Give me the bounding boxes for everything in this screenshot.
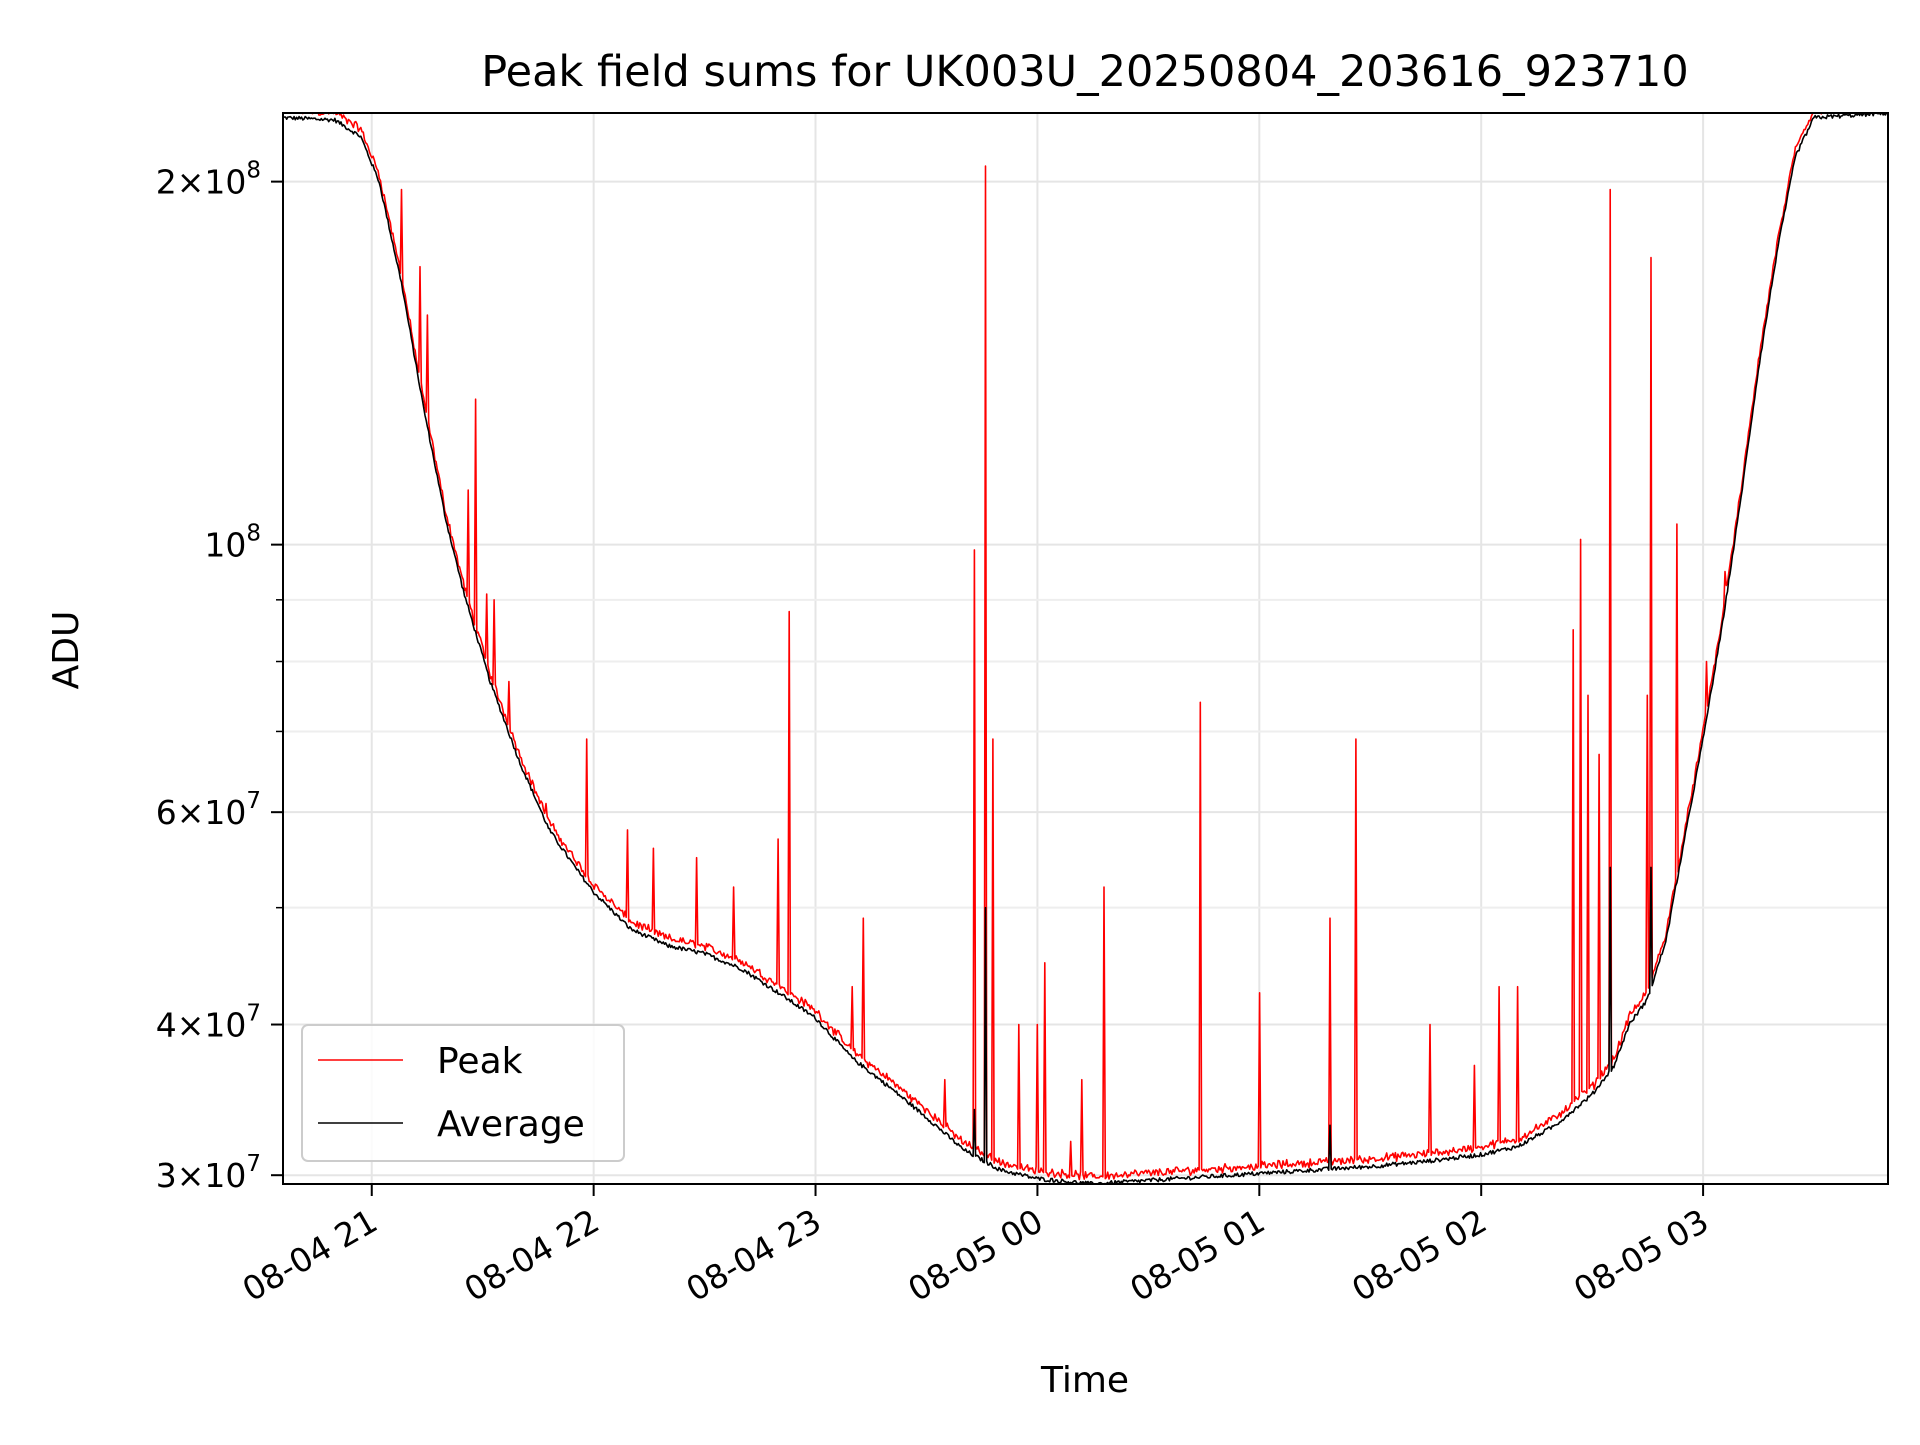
- chart-title: Peak field sums for UK003U_20250804_2036…: [481, 47, 1689, 97]
- legend-label-peak: Peak: [437, 1041, 523, 1082]
- legend-label-average: Average: [437, 1104, 585, 1145]
- y-tick-label: 108: [204, 521, 261, 565]
- x-tick-label: 08-04 21: [236, 1201, 384, 1309]
- y-tick-label: 3×107: [156, 1151, 261, 1195]
- series-lines: [283, 113, 1888, 1184]
- x-tick-label: 08-05 02: [1345, 1201, 1493, 1309]
- y-tick-label: 6×107: [156, 788, 261, 832]
- legend: Peak Average: [301, 1024, 625, 1162]
- x-tick-label: 08-05 03: [1567, 1201, 1715, 1309]
- series-line-peak: [294, 113, 1823, 1181]
- legend-box: [301, 1024, 625, 1162]
- x-axis-label: Time: [1040, 1360, 1129, 1401]
- grid-lines: [283, 113, 1888, 1184]
- x-tick-label: 08-05 00: [901, 1201, 1049, 1309]
- x-tick-label: 08-04 22: [458, 1201, 606, 1309]
- x-tick-label: 08-04 23: [680, 1201, 828, 1309]
- y-axis-label: ADU: [46, 611, 87, 690]
- y-tick-label: 2×108: [156, 158, 261, 202]
- series-line-average: [283, 113, 1888, 1184]
- plot-frame: [282, 112, 1889, 1185]
- x-tick-label: 08-05 01: [1123, 1201, 1271, 1309]
- y-tick-label: 4×107: [156, 1001, 261, 1045]
